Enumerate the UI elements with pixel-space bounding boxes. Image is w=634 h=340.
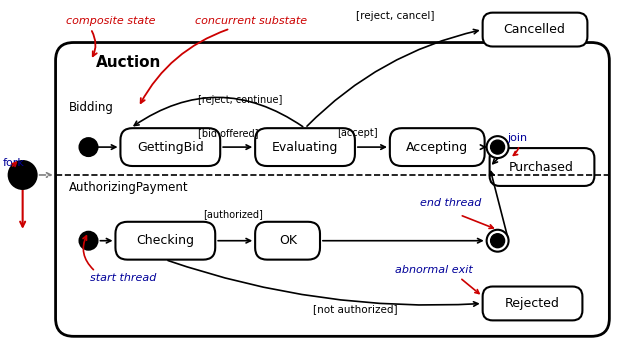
Text: Purchased: Purchased xyxy=(509,160,574,173)
Circle shape xyxy=(491,234,505,248)
FancyBboxPatch shape xyxy=(255,222,320,260)
Text: [authorized]: [authorized] xyxy=(204,209,263,219)
FancyBboxPatch shape xyxy=(390,128,484,166)
Text: abnormal exit: abnormal exit xyxy=(395,265,472,275)
FancyBboxPatch shape xyxy=(489,148,595,186)
FancyBboxPatch shape xyxy=(120,128,220,166)
FancyBboxPatch shape xyxy=(255,128,355,166)
Text: start thread: start thread xyxy=(91,273,157,283)
Text: [accept]: [accept] xyxy=(337,128,378,138)
Text: join: join xyxy=(508,133,527,143)
Circle shape xyxy=(487,136,508,158)
Text: fork: fork xyxy=(3,158,25,168)
Circle shape xyxy=(79,232,98,250)
Text: Accepting: Accepting xyxy=(406,141,468,154)
Text: OK: OK xyxy=(279,234,297,247)
Text: AuthorizingPayment: AuthorizingPayment xyxy=(68,182,188,194)
FancyBboxPatch shape xyxy=(482,287,583,320)
FancyBboxPatch shape xyxy=(56,42,609,336)
Text: Auction: Auction xyxy=(96,55,161,70)
Text: Rejected: Rejected xyxy=(505,297,560,310)
Text: Evaluating: Evaluating xyxy=(272,141,338,154)
Text: Checking: Checking xyxy=(136,234,195,247)
Text: composite state: composite state xyxy=(65,16,155,26)
Text: [reject, cancel]: [reject, cancel] xyxy=(356,11,434,21)
FancyBboxPatch shape xyxy=(482,13,588,47)
Text: [bid offered]: [bid offered] xyxy=(198,128,259,138)
Circle shape xyxy=(9,161,37,189)
Text: GettingBid: GettingBid xyxy=(137,141,204,154)
Text: [not authorized]: [not authorized] xyxy=(313,304,398,314)
Circle shape xyxy=(491,140,505,154)
Text: Bidding: Bidding xyxy=(68,101,113,114)
Circle shape xyxy=(79,138,98,156)
Text: Cancelled: Cancelled xyxy=(503,23,566,36)
Circle shape xyxy=(487,230,508,252)
Text: [reject, continue]: [reject, continue] xyxy=(198,95,282,105)
Text: concurrent substate: concurrent substate xyxy=(195,16,307,26)
FancyBboxPatch shape xyxy=(115,222,215,260)
Text: end thread: end thread xyxy=(420,198,481,208)
